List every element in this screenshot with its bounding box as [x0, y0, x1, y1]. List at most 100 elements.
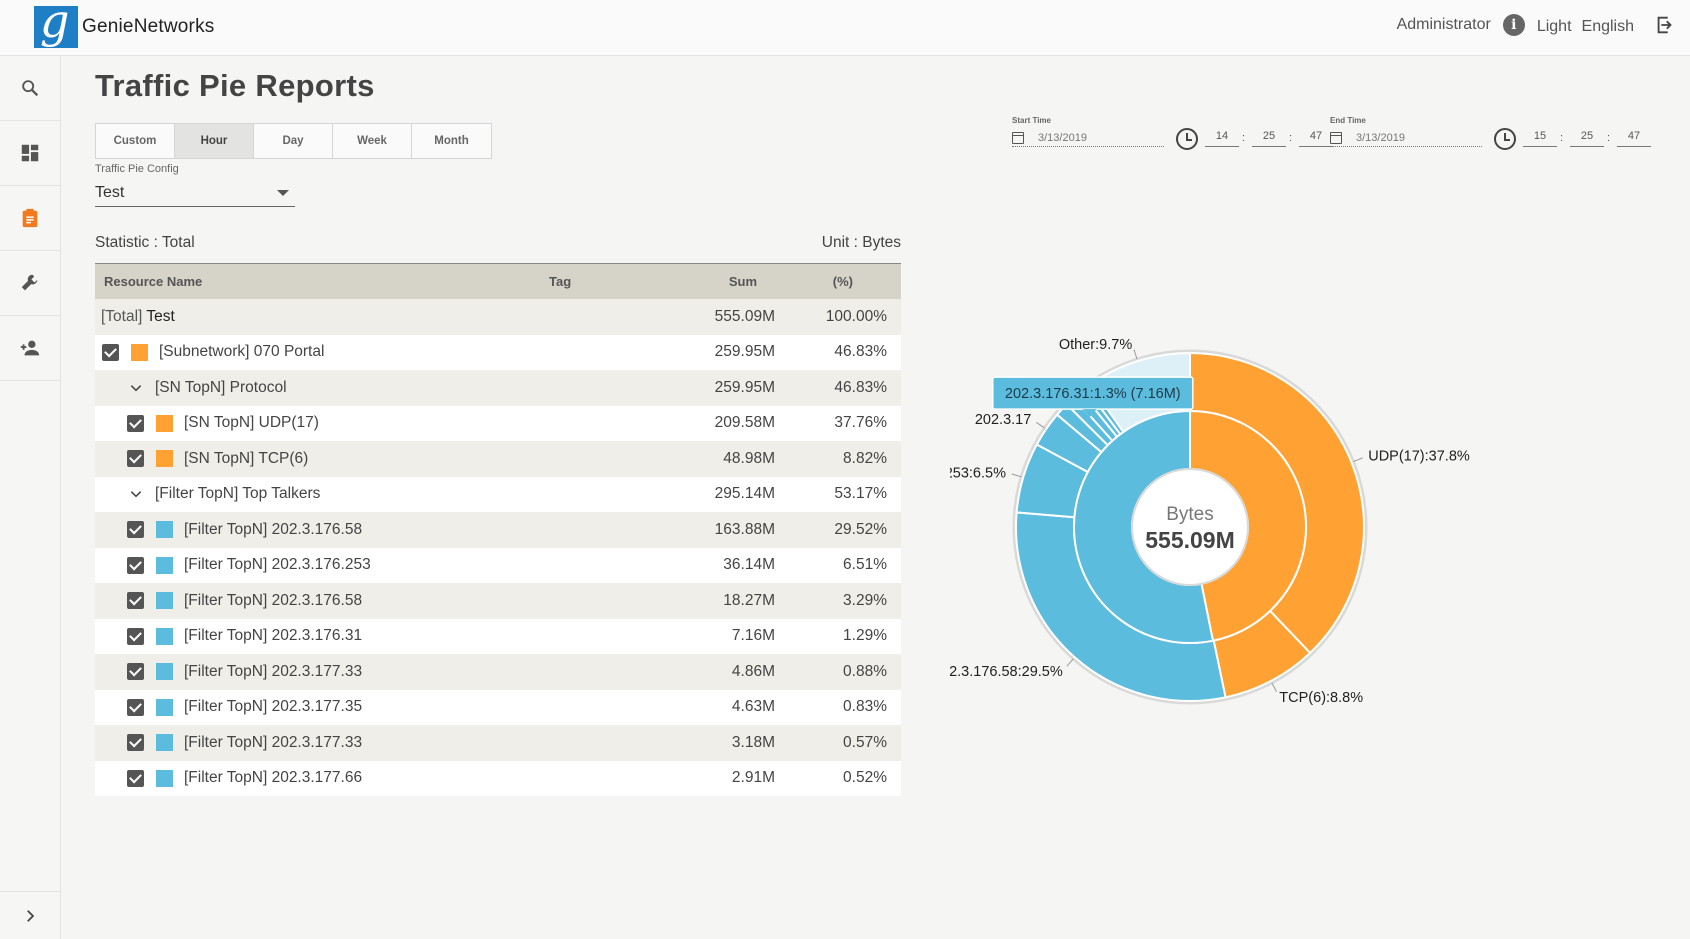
row-sum: 48.98M	[723, 449, 775, 467]
item-label: [Filter TopN] 202.3.176.31	[184, 627, 363, 645]
config-select[interactable]: Test	[95, 180, 295, 207]
row-percent: 0.52%	[843, 769, 887, 787]
end-second-input[interactable]: 47	[1617, 130, 1651, 147]
slice-label: 202.3.176.253:6.5%	[950, 465, 1006, 481]
clock-icon[interactable]	[1494, 128, 1516, 150]
color-swatch	[156, 769, 173, 787]
row-checkbox[interactable]	[127, 698, 144, 716]
tab-month[interactable]: Month	[434, 135, 469, 147]
tab-hour[interactable]: Hour	[175, 124, 254, 158]
brand-logo[interactable]: g GenieNetworks	[34, 0, 215, 48]
sidebar	[0, 56, 61, 939]
row-resource-name: [SN TopN] Protocol	[95, 379, 549, 397]
start-second-input[interactable]: 47	[1299, 130, 1333, 147]
logout-icon[interactable]	[1654, 14, 1676, 36]
row-percent: 0.83%	[843, 698, 887, 716]
dashboard-icon	[21, 144, 39, 162]
chevron-down-icon[interactable]	[127, 485, 145, 503]
row-checkbox[interactable]	[127, 556, 144, 574]
clock-icon[interactable]	[1176, 128, 1198, 150]
sidebar-item-search[interactable]	[0, 56, 60, 121]
sidebar-item-reports[interactable]	[0, 186, 60, 251]
range-tabs: Custom Hour Day Week Month	[95, 123, 492, 159]
end-hour-input[interactable]: 15	[1523, 130, 1557, 147]
table-row: [Filter TopN] 202.3.177.33 4.86M 0.88%	[95, 654, 901, 690]
row-sum: 555.09M	[714, 307, 775, 325]
color-swatch	[131, 343, 148, 361]
statistic-label: Statistic : Total	[95, 234, 195, 251]
header-tag[interactable]: Tag	[549, 274, 572, 289]
row-sum: 259.95M	[714, 343, 775, 361]
row-checkbox[interactable]	[127, 627, 144, 645]
row-percent: 46.83%	[834, 343, 887, 361]
color-swatch	[156, 556, 173, 574]
header-actions: Administrator i Light English	[1397, 14, 1676, 36]
end-date-input[interactable]: 3/13/2019	[1330, 129, 1482, 147]
start-minute-input[interactable]: 25	[1252, 130, 1286, 147]
color-swatch	[156, 592, 173, 610]
start-time-label: Start Time	[1012, 116, 1051, 125]
tab-week[interactable]: Week	[333, 124, 412, 158]
top-bar: g GenieNetworks Administrator i Light En…	[0, 0, 1690, 56]
chevron-down-icon[interactable]	[127, 379, 145, 397]
row-checkbox[interactable]	[127, 450, 144, 468]
logo-letter: g	[40, 0, 70, 48]
slice-label: Other:9.7%	[1059, 337, 1132, 353]
label-leader-line	[1066, 658, 1074, 667]
group-label: [SN TopN] Protocol	[155, 378, 287, 396]
brand-name: GenieNetworks	[82, 16, 215, 37]
calendar-icon	[1012, 131, 1024, 144]
row-resource-name: [Filter TopN] 202.3.176.31	[95, 627, 549, 645]
table-body: [Total] Test 555.09M 100.00% [Subnetwork] 0…	[95, 299, 901, 796]
tab-custom[interactable]: Custom	[96, 124, 175, 158]
start-hour-input[interactable]: 14	[1205, 130, 1239, 147]
user-menu[interactable]: Administrator	[1396, 16, 1491, 33]
color-swatch	[156, 414, 173, 432]
row-checkbox[interactable]	[127, 769, 144, 787]
sidebar-item-users[interactable]	[0, 316, 60, 381]
info-icon[interactable]: i	[1502, 14, 1525, 36]
header-resource-name[interactable]: Resource Name	[104, 274, 203, 289]
header-percent[interactable]: (%)	[832, 274, 853, 289]
table-row: [Filter TopN] 202.3.176.58 18.27M 3.29%	[95, 583, 901, 619]
table-row: [Filter TopN] 202.3.176.253 36.14M 6.51%	[95, 547, 901, 583]
row-checkbox[interactable]	[127, 592, 144, 610]
resource-table: Resource Name Tag Sum (%) [Total] Test 55…	[95, 263, 901, 796]
row-checkbox[interactable]	[127, 734, 144, 752]
end-minute-input[interactable]: 25	[1570, 130, 1604, 147]
row-resource-name: [Filter TopN] 202.3.177.35	[95, 698, 549, 716]
row-resource-name: [SN TopN] UDP(17)	[95, 414, 549, 432]
slice-label: 202.3.17	[975, 412, 1031, 428]
item-label: [SN TopN] TCP(6)	[184, 449, 309, 467]
row-sum: 4.86M	[731, 662, 775, 680]
row-resource-name: [Filter TopN] 202.3.177.66	[95, 769, 549, 787]
row-sum: 163.88M	[714, 520, 775, 538]
start-date-input[interactable]: 3/13/2019	[1012, 129, 1164, 147]
row-checkbox[interactable]	[127, 663, 144, 681]
language-select[interactable]: English	[1581, 18, 1634, 35]
chart-tooltip-text: 202.3.176.31:1.3% (7.16M)	[1005, 386, 1181, 402]
sidebar-item-dashboard[interactable]	[0, 121, 60, 186]
row-resource-name: [Filter TopN] 202.3.176.253	[95, 556, 549, 574]
row-checkbox[interactable]	[127, 521, 144, 539]
row-percent: 100.00%	[825, 307, 887, 325]
item-label: [Filter TopN] 202.3.177.33	[184, 662, 363, 680]
tab-day[interactable]: Day	[254, 124, 333, 158]
page-title: Traffic Pie Reports	[95, 68, 375, 103]
header-sum[interactable]: Sum	[728, 274, 757, 289]
theme-toggle[interactable]: Light	[1536, 18, 1572, 35]
time-separator: :	[1242, 132, 1246, 144]
search-icon	[22, 80, 39, 97]
table-row: [SN TopN] Protocol 259.95M 46.83%	[95, 370, 901, 406]
row-percent: 1.29%	[843, 627, 887, 645]
sidebar-expand-button[interactable]	[0, 891, 60, 939]
color-swatch	[156, 734, 173, 752]
label-leader-line	[1011, 473, 1022, 478]
row-sum: 209.58M	[714, 414, 775, 432]
row-checkbox[interactable]	[102, 343, 119, 361]
sidebar-item-tools[interactable]	[0, 251, 60, 316]
row-percent: 46.83%	[834, 378, 887, 396]
end-time-group: End Time 3/13/2019 15 : 25 : 47	[1330, 116, 1651, 150]
row-checkbox[interactable]	[127, 414, 144, 432]
